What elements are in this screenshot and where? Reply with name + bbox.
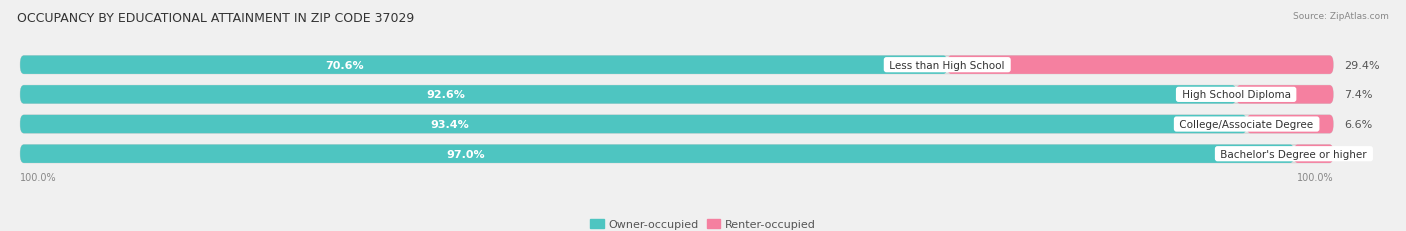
Text: 6.6%: 6.6%: [1344, 119, 1372, 130]
Text: 93.4%: 93.4%: [430, 119, 468, 130]
FancyBboxPatch shape: [20, 86, 1236, 104]
FancyBboxPatch shape: [20, 115, 1333, 134]
FancyBboxPatch shape: [20, 86, 1333, 104]
FancyBboxPatch shape: [948, 56, 1333, 75]
Text: College/Associate Degree: College/Associate Degree: [1177, 119, 1317, 130]
Text: 29.4%: 29.4%: [1344, 61, 1379, 70]
Text: 7.4%: 7.4%: [1344, 90, 1372, 100]
Text: High School Diploma: High School Diploma: [1178, 90, 1294, 100]
Text: 97.0%: 97.0%: [447, 149, 485, 159]
FancyBboxPatch shape: [20, 115, 1247, 134]
FancyBboxPatch shape: [20, 56, 948, 75]
Legend: Owner-occupied, Renter-occupied: Owner-occupied, Renter-occupied: [586, 215, 820, 231]
FancyBboxPatch shape: [1294, 145, 1333, 163]
Text: 92.6%: 92.6%: [426, 90, 465, 100]
Text: 70.6%: 70.6%: [325, 61, 364, 70]
Text: OCCUPANCY BY EDUCATIONAL ATTAINMENT IN ZIP CODE 37029: OCCUPANCY BY EDUCATIONAL ATTAINMENT IN Z…: [17, 12, 415, 24]
FancyBboxPatch shape: [20, 145, 1333, 163]
FancyBboxPatch shape: [1236, 86, 1333, 104]
Text: 3.0%: 3.0%: [1344, 149, 1372, 159]
Text: 100.0%: 100.0%: [1296, 172, 1333, 182]
FancyBboxPatch shape: [20, 56, 1333, 75]
Text: Less than High School: Less than High School: [886, 61, 1008, 70]
FancyBboxPatch shape: [1247, 115, 1333, 134]
Text: 100.0%: 100.0%: [20, 172, 56, 182]
FancyBboxPatch shape: [20, 145, 1294, 163]
Text: Source: ZipAtlas.com: Source: ZipAtlas.com: [1294, 12, 1389, 21]
Text: Bachelor's Degree or higher: Bachelor's Degree or higher: [1218, 149, 1371, 159]
